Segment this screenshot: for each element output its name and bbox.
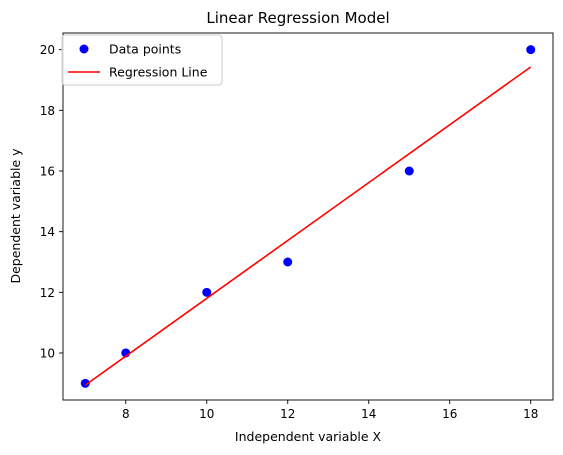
legend-box (61, 34, 223, 86)
y-axis-label: Dependent variable y (8, 148, 23, 284)
data-point (283, 257, 293, 267)
y-tick-label: 18 (40, 104, 55, 118)
data-point (526, 45, 536, 55)
data-point (202, 287, 212, 297)
plot-area (63, 33, 553, 400)
plot-marks (80, 45, 536, 388)
x-tick-label: 14 (361, 407, 376, 421)
x-tick-label: 18 (523, 407, 538, 421)
x-axis-label: Independent variable X (235, 429, 382, 444)
data-point (404, 166, 414, 176)
legend-label-regression-line: Regression Line (109, 65, 208, 80)
y-tick-label: 14 (40, 225, 55, 239)
axis-ticks: 8 10 12 14 16 18 10 12 14 16 18 20 (40, 43, 539, 421)
legend-label-data-points: Data points (109, 42, 181, 57)
legend: Data points Regression Line (61, 34, 223, 86)
y-tick-label: 12 (40, 286, 55, 300)
data-point (80, 378, 90, 388)
plot-frame (62, 32, 554, 401)
y-tick-label: 16 (40, 165, 55, 179)
chart-title: Linear Regression Model (206, 9, 389, 27)
x-tick-label: 12 (280, 407, 295, 421)
legend-marker-data-points (79, 44, 89, 54)
y-tick-label: 10 (40, 346, 55, 360)
x-tick-label: 10 (199, 407, 214, 421)
regression-line (84, 66, 532, 386)
y-tick-label: 20 (40, 43, 55, 57)
x-tick-label: 8 (122, 407, 130, 421)
x-tick-label: 16 (442, 407, 457, 421)
